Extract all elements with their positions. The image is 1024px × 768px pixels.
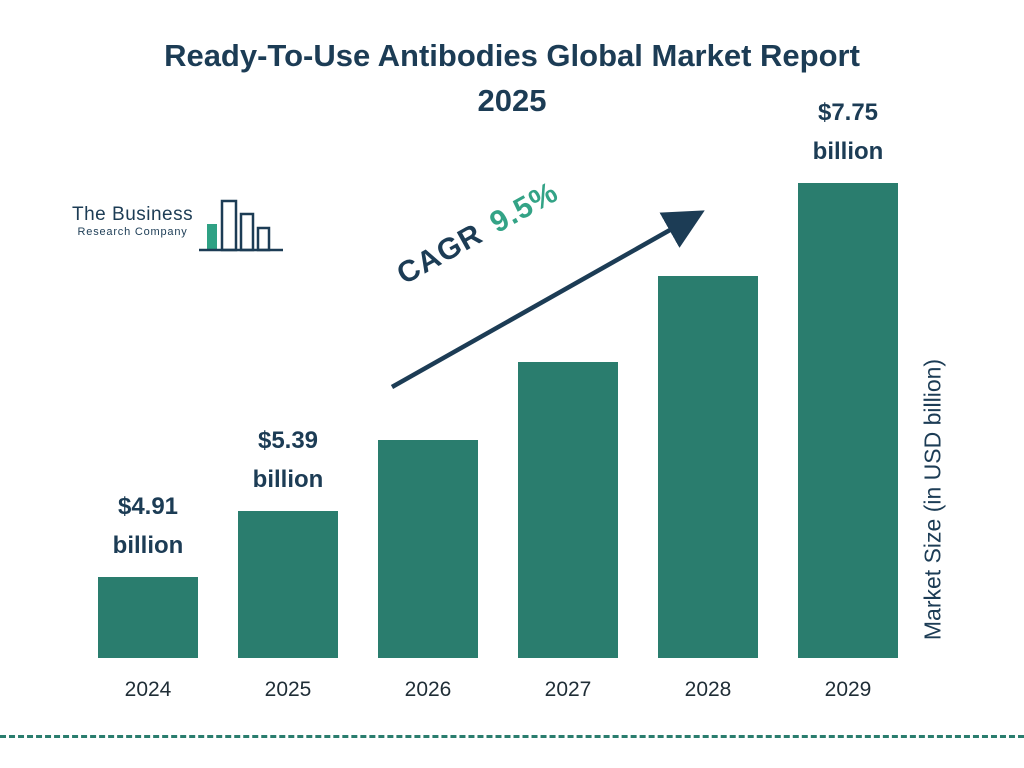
company-logo-line2: Research Company [77,226,188,238]
bar-2029: $7.75 billion [798,99,898,658]
company-logo: The Business Research Company [72,196,285,262]
bar-2024: $4.91 billion [98,493,198,658]
bar-2027 [518,362,618,658]
chart-title: Ready-To-Use Antibodies Global Market Re… [164,38,860,118]
bar-2028 [658,276,758,658]
bar-2026 [378,440,478,658]
x-tick-2025: 2025 [264,678,312,701]
company-logo-text: The Business Research Company [72,204,193,238]
x-tick-2029: 2029 [824,678,872,701]
bar-chart-logo-icon [197,196,285,262]
value-label-2024: $4.91 billion [112,493,184,559]
x-tick-2028: 2028 [684,678,732,701]
value-label-2029: $7.75 billion [812,99,884,165]
y-axis-title: Market Size (in USD billion) [919,358,946,641]
x-tick-2027: 2027 [544,678,592,701]
company-logo-line1: The Business [72,204,194,225]
bottom-dashed-divider [0,735,1024,738]
value-label-2025: $5.39 billion [252,427,324,493]
x-tick-2026: 2026 [404,678,452,701]
plot-area: $4.91 billion 2024 $5.39 billion 2025 2026 2027… [98,0,898,701]
bar-2025: $5.39 billion [238,427,338,658]
x-tick-2024: 2024 [124,678,172,701]
